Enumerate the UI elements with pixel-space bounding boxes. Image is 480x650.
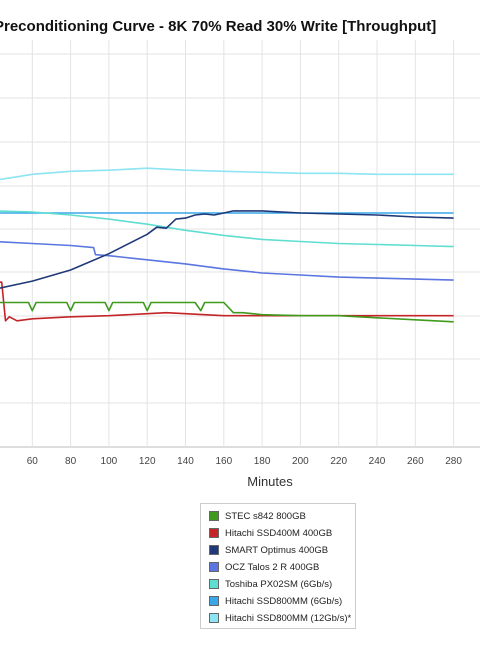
chart-title: Preconditioning Curve - 8K 70% Read 30% …: [0, 18, 437, 35]
x-tick-label: 120: [139, 456, 156, 467]
legend-label: Toshiba PX02SM (6Gb/s): [225, 578, 333, 590]
x-tick-labels: 60 80 100 120 140 160 180 200 220 240 260 280: [27, 456, 463, 467]
x-tick-label: 140: [177, 456, 194, 467]
legend-item: Toshiba PX02SM (6Gb/s): [209, 577, 332, 591]
x-tick-label: 220: [330, 456, 347, 467]
legend-swatch: [209, 562, 219, 572]
series-line-1: [0, 301, 454, 323]
legend: STEC s842 800GB Hitachi SSD400M 400GB SMAR…: [200, 503, 356, 629]
legend-label: Hitachi SSD800MM (6Gb/s): [225, 595, 343, 607]
legend-swatch: [209, 596, 219, 606]
series-line-2: [0, 281, 454, 322]
legend-item: Hitachi SSD800MM (6Gb/s): [209, 594, 342, 608]
x-tick-label: 180: [254, 456, 271, 467]
x-tick-label: 240: [369, 456, 386, 467]
legend-swatch: [209, 511, 219, 521]
x-tick-label: 260: [407, 456, 424, 467]
legend-label: SMART Optimus 400GB: [225, 544, 329, 556]
legend-item: OCZ Talos 2 R 400GB: [209, 560, 319, 574]
series-line-4: [0, 241, 454, 281]
x-tick-label: 60: [27, 456, 39, 467]
legend-swatch: [209, 545, 219, 555]
legend-label: STEC s842 800GB: [225, 510, 306, 522]
legend-swatch: [209, 579, 219, 589]
x-tick-label: 280: [445, 456, 462, 467]
legend-item: Hitachi SSD800MM (12Gb/s)*: [209, 611, 351, 625]
legend-label: Hitachi SSD800MM (12Gb/s)*: [225, 612, 352, 624]
x-tick-label: 80: [65, 456, 77, 467]
legend-item: SMART Optimus 400GB: [209, 543, 328, 557]
legend-label: Hitachi SSD400M 400GB: [225, 527, 333, 539]
series-line-3: [0, 210, 454, 289]
legend-swatch: [209, 613, 219, 623]
series-line-7: [0, 167, 454, 181]
x-tick-label: 160: [215, 456, 232, 467]
x-axis-label: Minutes: [247, 474, 293, 489]
series-layer: [0, 167, 454, 323]
series-line-5: [0, 210, 454, 248]
grid: [0, 40, 480, 448]
legend-swatch: [209, 528, 219, 538]
legend-label: OCZ Talos 2 R 400GB: [225, 561, 320, 573]
legend-item: Hitachi SSD400M 400GB: [209, 526, 332, 540]
x-tick-label: 100: [101, 456, 118, 467]
legend-item: STEC s842 800GB: [209, 509, 306, 523]
x-tick-label: 200: [292, 456, 309, 467]
